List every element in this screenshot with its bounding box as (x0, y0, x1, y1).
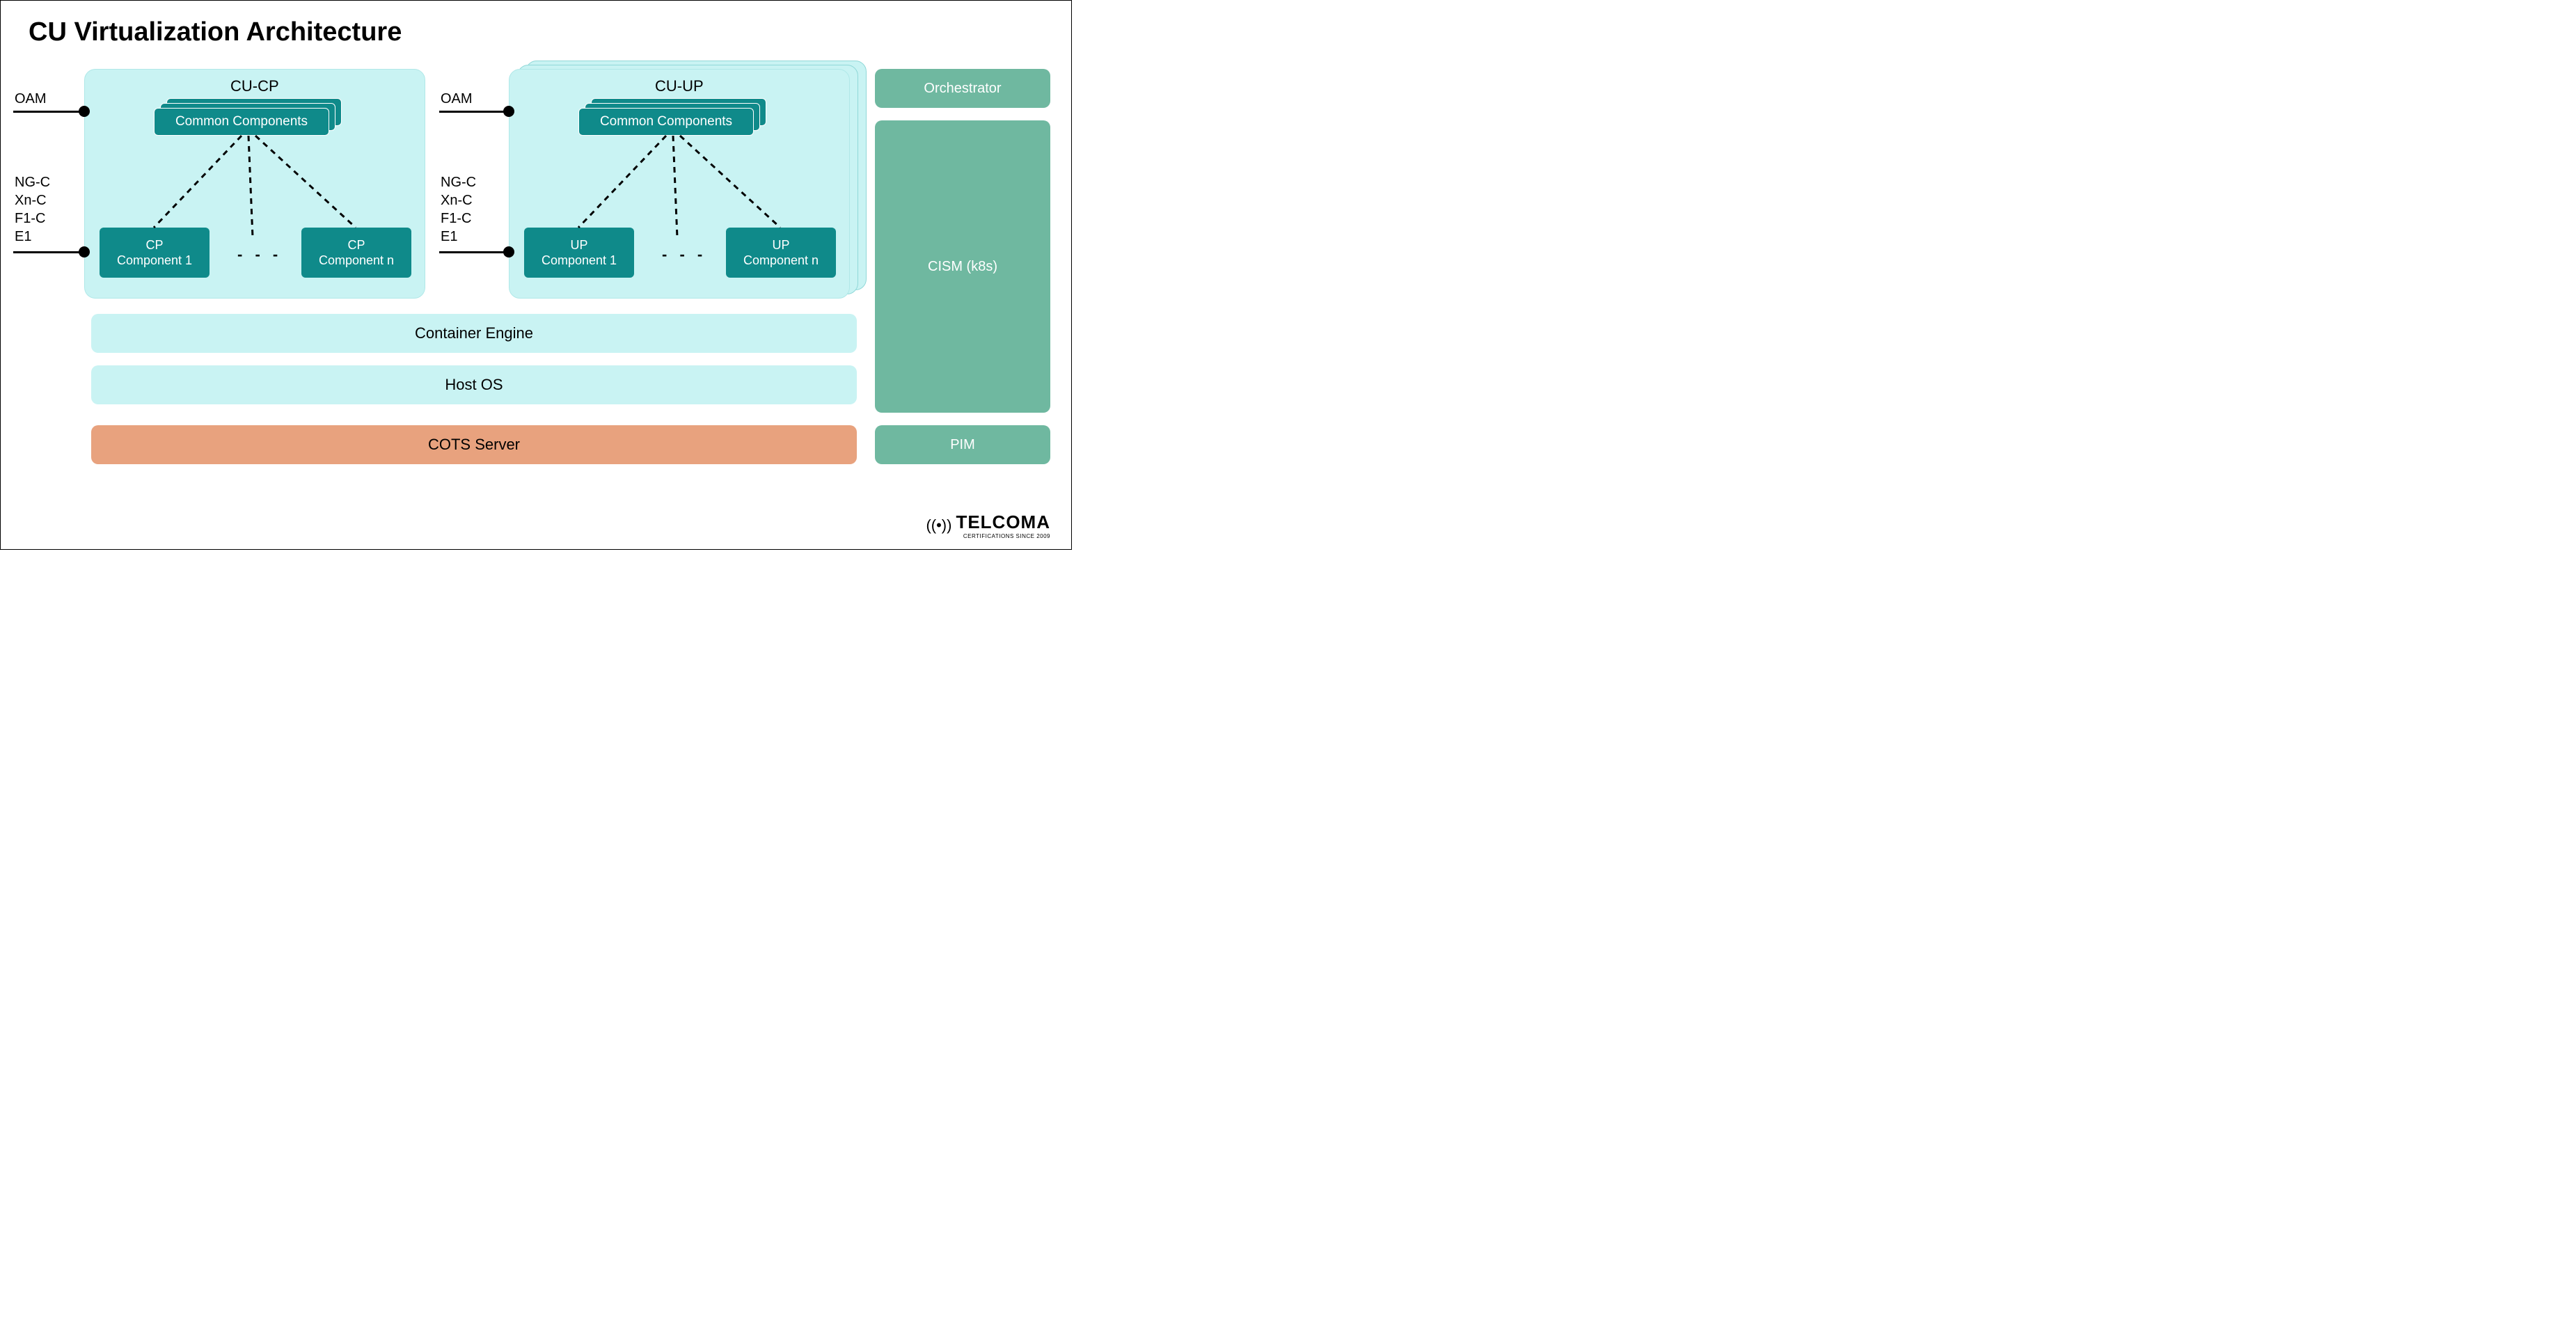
cu-up-ellipsis: - - - (662, 246, 706, 264)
signal-icon: ((•)) (926, 516, 951, 534)
cu-up-oam-line (439, 111, 507, 113)
cu-cp-common-stack: Common Components (154, 98, 342, 136)
logo-brand: TELCOMA (956, 512, 1050, 533)
cu-cp-oam-label: OAM (15, 90, 47, 108)
cu-cp-title: CU-CP (230, 77, 279, 95)
cu-cp-ifaces-line (13, 251, 83, 253)
cu-up-ifaces-label: NG-C Xn-C F1-C E1 (441, 173, 476, 246)
cu-up-oam-label: OAM (441, 90, 473, 108)
cu-up-common-stack: Common Components (578, 98, 766, 136)
cu-cp-ifaces-label: NG-C Xn-C F1-C E1 (15, 173, 50, 246)
cu-up-comp1: UP Component 1 (524, 228, 634, 278)
page-title: CU Virtualization Architecture (29, 17, 402, 47)
container-engine-layer: Container Engine (91, 314, 857, 353)
cu-cp-ellipsis: - - - (237, 246, 282, 264)
pim-box: PIM (875, 425, 1050, 464)
brand-logo: ((•)) TELCOMA CERTIFICATIONS SINCE 2009 (926, 512, 1050, 539)
cism-box: CISM (k8s) (875, 120, 1050, 413)
cu-up-common-label: Common Components (578, 108, 754, 136)
orchestrator-box: Orchestrator (875, 69, 1050, 108)
cu-cp-common-label: Common Components (154, 108, 329, 136)
host-os-layer: Host OS (91, 365, 857, 404)
cu-cp-oam-line (13, 111, 83, 113)
cu-up-ifaces-line (439, 251, 507, 253)
cu-up-oam-dot (503, 106, 514, 117)
cu-cp-oam-dot (79, 106, 90, 117)
cu-up-compn: UP Component n (726, 228, 836, 278)
cu-cp-ifaces-dot (79, 246, 90, 258)
cu-cp-comp1: CP Component 1 (100, 228, 210, 278)
cu-up-ifaces-dot (503, 246, 514, 258)
cots-server-layer: COTS Server (91, 425, 857, 464)
logo-sub: CERTIFICATIONS SINCE 2009 (956, 533, 1050, 539)
cu-cp-compn: CP Component n (301, 228, 411, 278)
cu-up-title: CU-UP (655, 77, 704, 95)
